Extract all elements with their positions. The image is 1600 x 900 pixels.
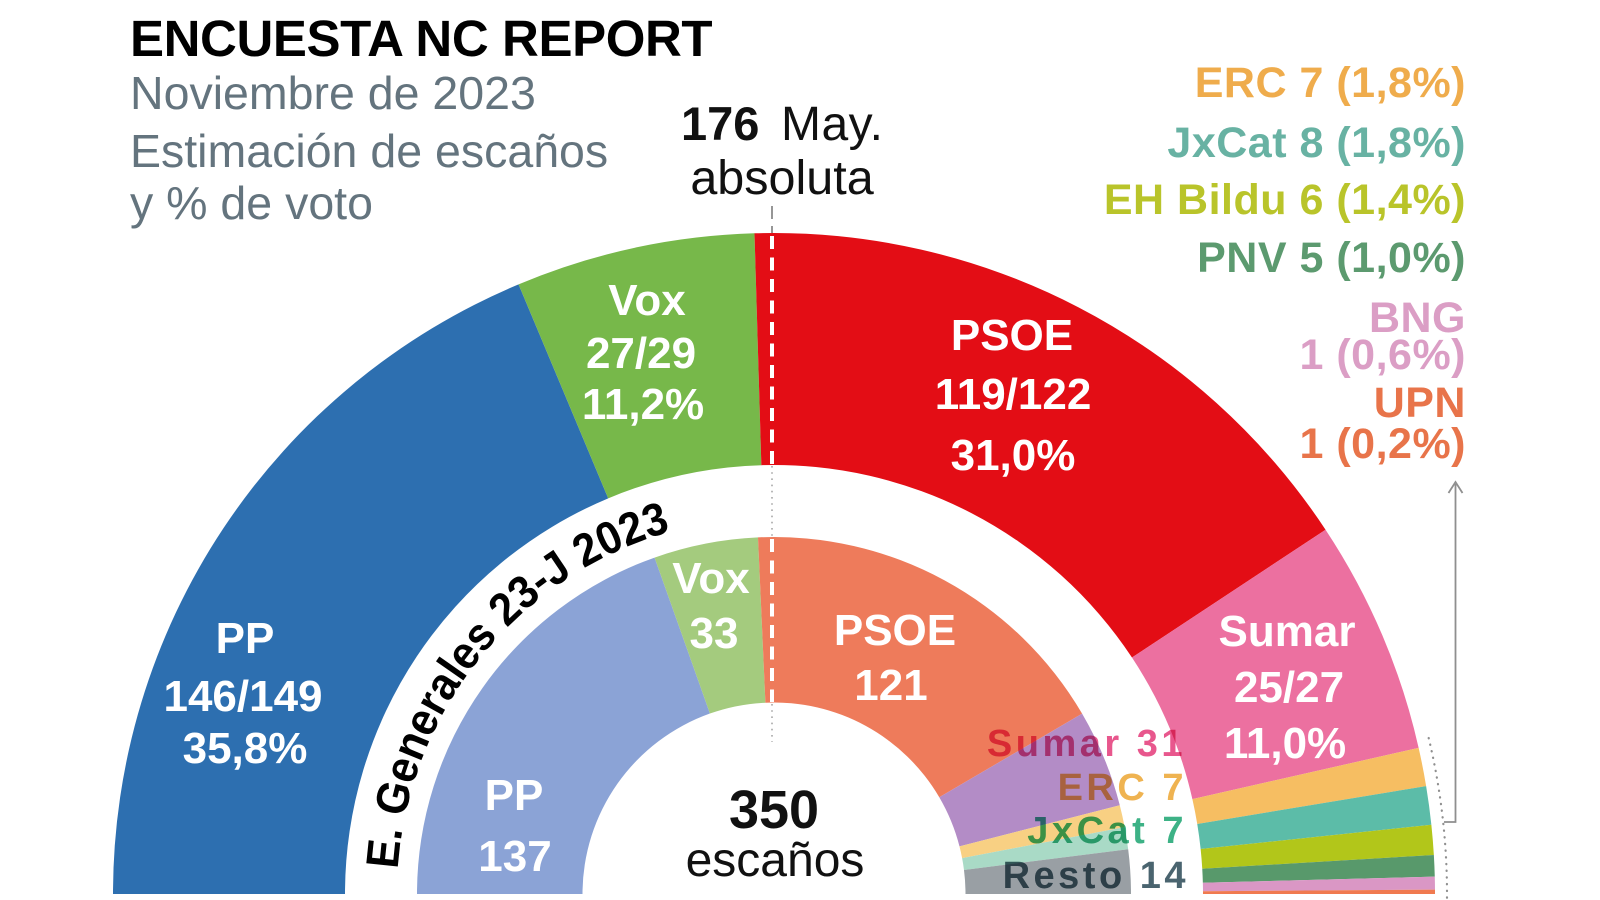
svg-text:Vox: Vox: [608, 276, 686, 325]
svg-text:146/149: 146/149: [163, 672, 322, 721]
svg-text:11,0%: 11,0%: [1224, 719, 1346, 768]
svg-text:ERC 7 (1,8%): ERC 7 (1,8%): [1195, 59, 1466, 107]
svg-text:JxCat 7: JxCat 7: [1027, 810, 1187, 852]
svg-text:absoluta: absoluta: [690, 151, 873, 205]
svg-text:y % de voto: y % de voto: [130, 177, 373, 229]
svg-text:PSOE: PSOE: [951, 311, 1073, 360]
svg-text:May.: May.: [781, 98, 883, 151]
svg-text:11,2%: 11,2%: [582, 380, 704, 429]
svg-text:BNG: BNG: [1369, 294, 1466, 342]
svg-text:Estimación de escaños: Estimación de escaños: [130, 125, 608, 177]
svg-text:27/29: 27/29: [586, 329, 696, 378]
svg-text:Sumar: Sumar: [1219, 607, 1356, 656]
svg-text:ERC 7: ERC 7: [1058, 767, 1187, 809]
svg-text:EH Bildu 6 (1,4%): EH Bildu 6 (1,4%): [1104, 176, 1466, 224]
svg-text:119/122: 119/122: [935, 370, 1092, 419]
svg-text:Noviembre de 2023: Noviembre de 2023: [130, 67, 536, 119]
svg-text:PP: PP: [216, 614, 275, 663]
svg-text:121: 121: [854, 661, 927, 710]
svg-text:ENCUESTA NC REPORT: ENCUESTA NC REPORT: [130, 10, 712, 67]
svg-text:Resto 14: Resto 14: [1003, 855, 1189, 897]
svg-text:176: 176: [681, 97, 759, 150]
svg-text:Sumar 31: Sumar 31: [987, 723, 1186, 765]
svg-text:PSOE: PSOE: [834, 606, 956, 655]
svg-text:PNV 5 (1,0%): PNV 5 (1,0%): [1197, 234, 1466, 282]
svg-text:Vox: Vox: [672, 554, 750, 603]
svg-text:350: 350: [729, 780, 819, 840]
svg-text:1 (0,6%): 1 (0,6%): [1299, 331, 1466, 379]
svg-text:escaños: escaños: [686, 834, 865, 887]
svg-text:JxCat 8 (1,8%): JxCat 8 (1,8%): [1167, 119, 1466, 167]
svg-text:33: 33: [690, 609, 739, 658]
svg-text:PP: PP: [485, 771, 544, 820]
svg-text:31,0%: 31,0%: [951, 431, 1076, 480]
svg-text:1 (0,2%): 1 (0,2%): [1299, 420, 1466, 468]
svg-text:UPN: UPN: [1374, 379, 1466, 427]
svg-text:35,8%: 35,8%: [183, 724, 308, 773]
svg-text:25/27: 25/27: [1234, 663, 1344, 712]
svg-text:137: 137: [478, 832, 551, 881]
